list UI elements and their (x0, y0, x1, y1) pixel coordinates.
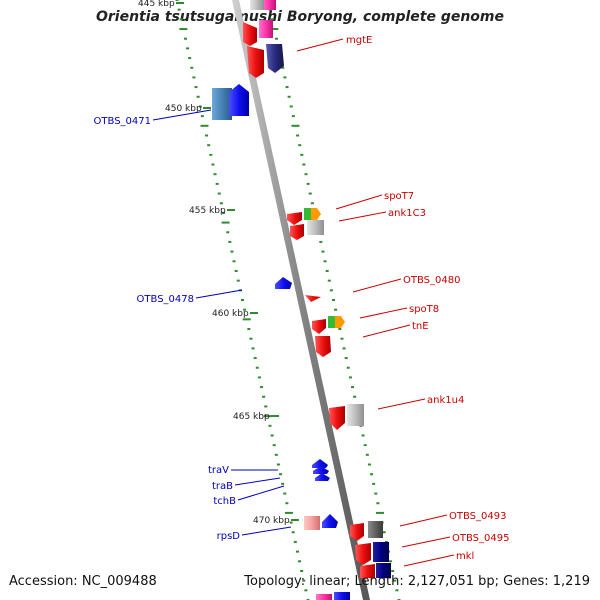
gene-label-otbs_0478[interactable]: OTBS_0478 (137, 294, 194, 305)
gene-label-trab[interactable]: traB (212, 481, 233, 492)
gene-bottom-blue[interactable] (334, 592, 350, 600)
gene-spoT7-green[interactable] (304, 208, 311, 220)
gene-top-grey[interactable] (250, 0, 264, 10)
gene-rpsD[interactable] (322, 514, 338, 528)
gene-otbs0471[interactable] (212, 88, 232, 120)
gene-ank1u4-red[interactable] (329, 406, 345, 430)
gene-spoT7-orange[interactable] (311, 208, 321, 220)
gene-label-otbs_0480[interactable]: OTBS_0480 (403, 275, 460, 286)
map-title: Orientia tsutsugamushi Boryong, complete… (95, 9, 505, 25)
gene-spoT8-orange[interactable] (335, 316, 345, 328)
gene-traV[interactable] (312, 459, 328, 468)
gene-label-spot7[interactable]: spoT7 (384, 191, 414, 202)
gene-top-pink[interactable] (262, 0, 276, 10)
gene-label-ank1u4[interactable]: ank1u4 (427, 395, 464, 406)
genome-backbone (232, 0, 370, 600)
gene-label-trav[interactable]: traV (208, 465, 229, 476)
gene-features (212, 0, 391, 600)
scale-label-470: 470 kbp (253, 516, 290, 526)
scale-labels: 445 kbp 450 kbp 455 kbp 460 kbp 465 kbp 470 k… (138, 0, 299, 526)
gene-mgtE-red[interactable] (247, 46, 264, 78)
gene-label-mkl[interactable]: mkl (456, 551, 474, 562)
gene-tchB[interactable] (315, 473, 330, 481)
gene-otbs0495-red[interactable] (355, 543, 371, 565)
gene-otbs0493[interactable] (368, 521, 383, 538)
gene-otbs0493-red[interactable] (350, 523, 364, 541)
gene-label-tchb[interactable]: tchB (213, 496, 236, 507)
gene-spoT7-red[interactable] (287, 212, 302, 225)
leader-line-tne (362, 324, 411, 338)
gene-label-otbs_0471[interactable]: OTBS_0471 (94, 116, 151, 127)
gene-otbs0478[interactable] (275, 277, 292, 289)
gene-label-rpsd[interactable]: rpsD (217, 531, 241, 542)
gene-label-otbs_0493[interactable]: OTBS_0493 (449, 511, 506, 522)
gene-top-red-2[interactable] (259, 20, 273, 38)
gene-traB[interactable] (313, 466, 329, 474)
gene-label-mgte[interactable]: mgtE (346, 35, 372, 46)
scale-label-455: 455 kbp (189, 206, 226, 216)
leader-line-ank1u4 (377, 398, 426, 410)
leader-line-trab (234, 477, 281, 486)
accession-text: Accession: NC_009488 (9, 574, 157, 589)
leader-line-mgte (296, 38, 344, 52)
leader-line-spot7 (335, 194, 383, 210)
gene-ank1C3[interactable] (307, 220, 324, 235)
gene-label-tne[interactable]: tnE (412, 321, 429, 332)
scale-guides (175, 0, 401, 600)
gene-mgtE[interactable] (266, 44, 284, 73)
gene-labels: mgtE OTBS_0471 spoT7 ank1C3 OTBS_0480 OTBS_04… (94, 35, 509, 567)
leader-line-otbs_0493 (399, 514, 448, 527)
scale-label-465: 465 kbp (233, 412, 270, 422)
gene-ank1C3-red[interactable] (290, 224, 304, 240)
scale-label-445: 445 kbp (138, 0, 175, 9)
gene-label-otbs_0495[interactable]: OTBS_0495 (452, 533, 509, 544)
gene-tnE[interactable] (315, 336, 331, 357)
gene-mkl[interactable] (376, 563, 391, 578)
gene-spoT8-green[interactable] (328, 316, 335, 328)
leader-line-spot8 (359, 307, 408, 319)
gene-otbs0471-arrow[interactable] (229, 84, 249, 116)
gene-label-spot8[interactable]: spoT8 (409, 304, 439, 315)
gene-mkl-red[interactable] (360, 564, 375, 578)
gene-label-ank1c3[interactable]: ank1C3 (388, 208, 426, 219)
gene-bottom-magenta[interactable] (316, 594, 332, 600)
leader-line-otbs_0478 (195, 289, 243, 299)
leader-line-mkl (403, 554, 455, 567)
scale-label-460: 460 kbp (212, 309, 249, 319)
gene-otbs0495[interactable] (373, 542, 389, 562)
leader-line-ank1c3 (338, 211, 387, 222)
leader-line-otbs_0480 (352, 278, 402, 293)
leader-line-otbs_0471 (152, 109, 212, 121)
leader-line-rpsd (241, 526, 292, 536)
scale-label-450: 450 kbp (165, 104, 202, 114)
leader-line-otbs_0495 (401, 536, 451, 548)
topology-text: Topology: linear; Length: 2,127,051 bp; … (244, 574, 590, 589)
gene-spoT8-red[interactable] (312, 319, 326, 334)
gene-ank1u4[interactable] (347, 404, 364, 426)
gene-otbs0480[interactable] (305, 295, 321, 302)
leader-line-tchb (237, 485, 285, 501)
gene-top-red[interactable] (243, 22, 257, 46)
gene-rpsD-pink[interactable] (304, 516, 320, 530)
